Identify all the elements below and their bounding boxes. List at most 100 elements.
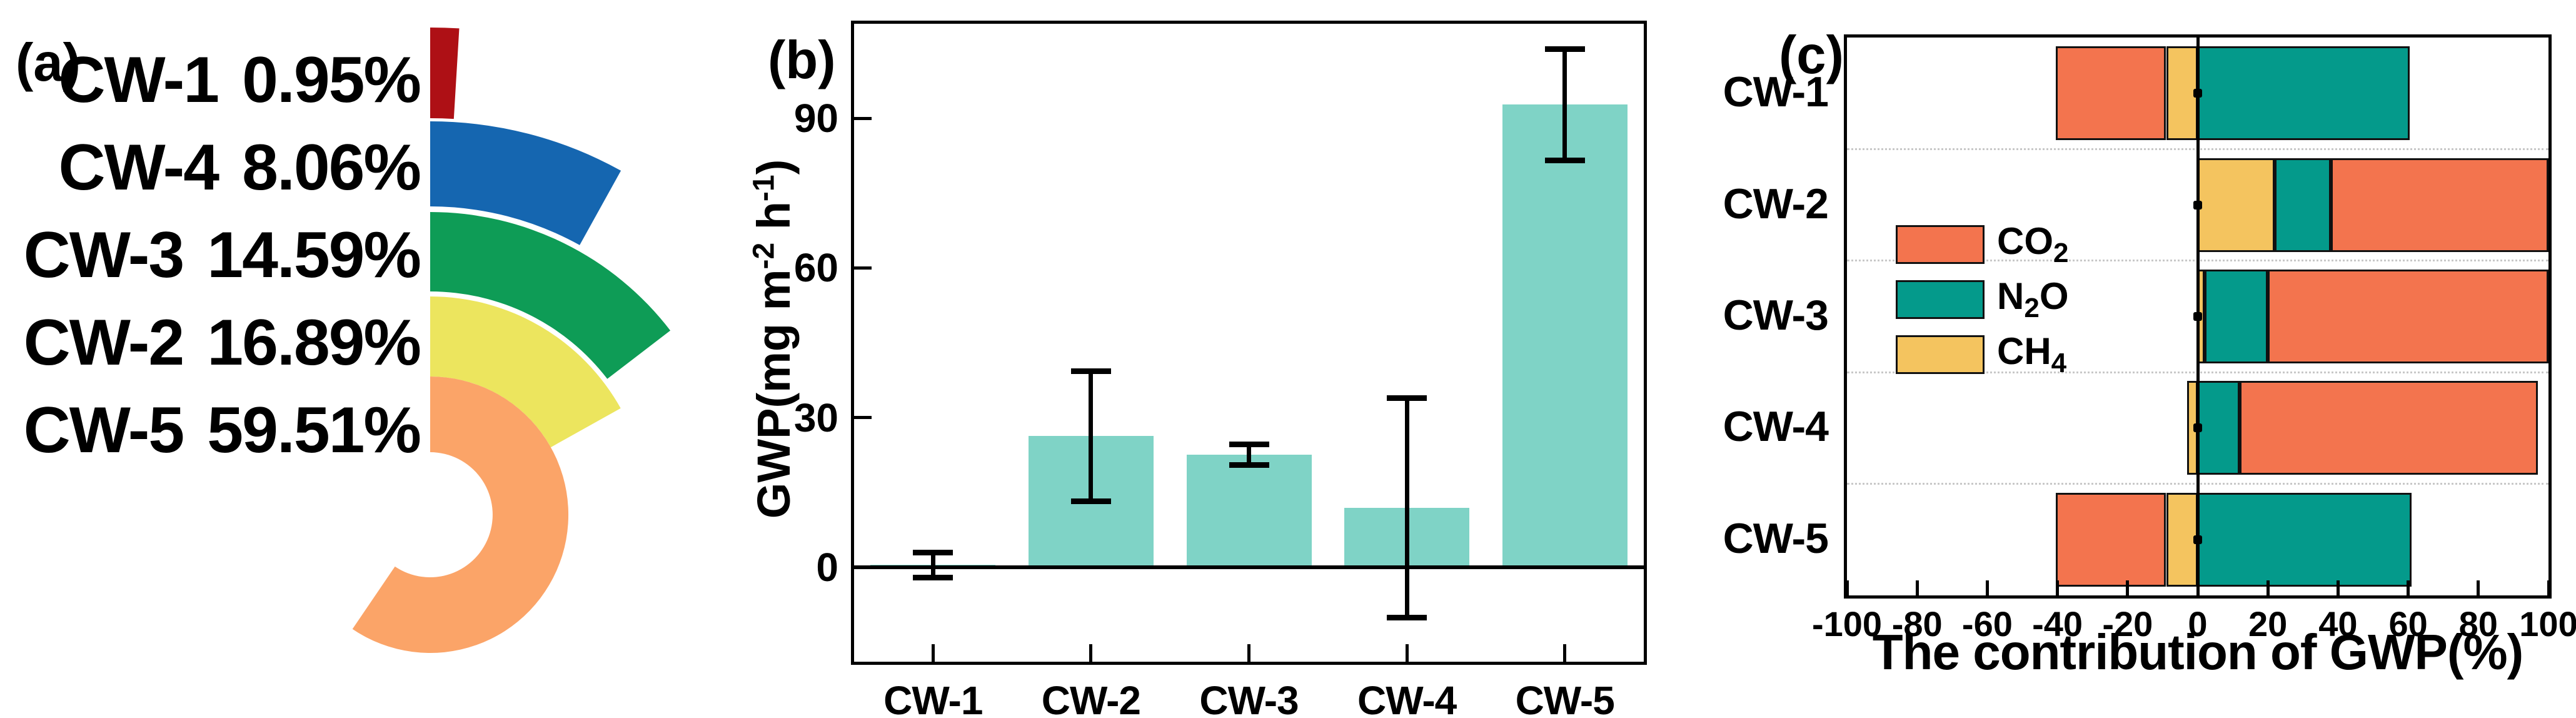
- ring-label-line: CW-4 8.06%: [0, 124, 421, 211]
- segment-CW-5-N2O: [2198, 492, 2412, 587]
- x-tick-label--20: -20: [2102, 604, 2153, 644]
- x-tick-label--60: -60: [1961, 604, 2013, 644]
- error-bar-line-CW-1: [930, 552, 935, 577]
- panel-c-plot-area: CO2 N2O CH4: [1844, 34, 2552, 599]
- x-tick-label-40: 40: [2318, 604, 2358, 644]
- x-tick-20: [2266, 580, 2270, 595]
- legend-swatch-N2O: [1896, 280, 1985, 319]
- zero-tick-dot-CW-4: [2193, 423, 2202, 433]
- ring-percent-label: 59.51%: [207, 394, 421, 467]
- ring-label-line: CW-1 0.95%: [0, 36, 421, 124]
- ring-category-label: CW-5: [23, 394, 185, 467]
- error-bar-cap-top-CW-1: [913, 549, 953, 555]
- x-tick--80: [1915, 580, 1919, 595]
- error-bar-cap-bottom-CW-4: [1387, 615, 1427, 621]
- legend-label-N2O: N2O: [1997, 276, 2069, 322]
- ring-arc-CW-5: [352, 377, 569, 653]
- segment-CW-2-CH4: [2198, 158, 2275, 252]
- segment-CW-1-CO2: [2055, 46, 2166, 141]
- error-bar-cap-bottom-CW-2: [1070, 498, 1111, 504]
- x-tick-label-100: 100: [2519, 604, 2576, 644]
- zero-tick-dot-CW-5: [2193, 535, 2202, 544]
- panel-a-tag: (a): [16, 33, 81, 93]
- category-label-CW-5: CW-5: [1723, 514, 1829, 562]
- x-category-label-CW-2: CW-2: [1041, 678, 1141, 718]
- text-run: CH: [1997, 330, 2051, 372]
- x-tick-100: [2547, 580, 2550, 595]
- y-tick-label-30: 30: [793, 395, 838, 440]
- ring-label-line: CW-2 16.89%: [0, 299, 421, 387]
- category-label-CW-2: CW-2: [1723, 180, 1829, 228]
- ring-arc-CW-3: [430, 212, 671, 379]
- ring-percent-label: 16.89%: [207, 306, 421, 379]
- error-bar-line-CW-3: [1247, 443, 1251, 465]
- x-tick-label--100: -100: [1811, 604, 1883, 644]
- ring-percent-label: 0.95%: [242, 44, 421, 116]
- panel-a-label-list: CW-1 0.95% CW-4 8.06% CW-3 14.59% CW-2 16.89% CW…: [0, 36, 421, 474]
- panel-b-plot-area: [851, 21, 1647, 665]
- text-run: h: [748, 201, 800, 243]
- error-bar-line-CW-4: [1404, 398, 1409, 618]
- panel-b-tag: (b): [768, 31, 836, 90]
- ring-label-line: CW-3 14.59%: [0, 211, 421, 299]
- x-tick-CW-5: [1563, 644, 1567, 662]
- segment-CW-1-N2O: [2198, 46, 2410, 141]
- error-bar-cap-bottom-CW-3: [1229, 462, 1269, 468]
- segment-CW-5-CO2: [2055, 492, 2166, 587]
- x-tick-label--40: -40: [2032, 604, 2083, 644]
- legend-swatch-CO2: [1896, 225, 1985, 264]
- y-tick-label-0: 0: [816, 544, 838, 590]
- y-tick-60: [854, 266, 872, 270]
- x-tick-CW-4: [1405, 644, 1409, 662]
- ring-arc-CW-2: [430, 296, 621, 448]
- ring-arc-CW-4: [430, 121, 621, 245]
- error-bar-cap-top-CW-5: [1544, 46, 1585, 52]
- category-label-CW-4: CW-4: [1723, 403, 1829, 451]
- subscript: 2: [2053, 238, 2069, 268]
- ring-label-line: CW-5 59.51%: [0, 387, 421, 474]
- x-category-label-CW-3: CW-3: [1199, 678, 1299, 718]
- y-tick-label-60: 60: [793, 245, 838, 291]
- segment-CW-2-CO2: [2331, 158, 2548, 252]
- panel-a-ring-chart: [352, 28, 671, 653]
- x-tick-label-60: 60: [2388, 604, 2428, 644]
- y-tick-0: [854, 565, 872, 569]
- segment-CW-4-CO2: [2240, 381, 2538, 475]
- text-run: ): [748, 159, 800, 175]
- x-tick-label--80: -80: [1891, 604, 1943, 644]
- zero-tick-dot-CW-3: [2193, 312, 2202, 321]
- subscript: 2: [2024, 293, 2040, 323]
- panel-c-x-axis-title: The contribution of GWP(%): [1872, 624, 2523, 680]
- text-run: CO: [1997, 220, 2053, 262]
- category-label-CW-3: CW-3: [1723, 291, 1829, 339]
- x-tick--40: [2056, 580, 2060, 595]
- x-tick-60: [2407, 580, 2410, 595]
- x-tick-80: [2477, 580, 2480, 595]
- x-tick--20: [2126, 580, 2130, 595]
- y-tick-90: [854, 116, 872, 120]
- superscript: -1: [747, 174, 781, 202]
- bar-CW-3: [1186, 454, 1312, 567]
- segment-CW-3-N2O: [2205, 270, 2268, 363]
- x-tick-label-80: 80: [2458, 604, 2498, 644]
- x-category-label-CW-5: CW-5: [1515, 678, 1615, 718]
- legend-swatch-CH4: [1896, 335, 1985, 374]
- x-tick-label-0: 0: [2188, 604, 2208, 644]
- category-label-CW-1: CW-1: [1723, 68, 1829, 116]
- error-bar-line-CW-5: [1562, 48, 1567, 161]
- text-run: GWP(mg m: [748, 269, 800, 519]
- ring-percent-label: 8.06%: [242, 131, 421, 204]
- y-tick-label-90: 90: [793, 96, 838, 141]
- error-bar-line-CW-2: [1089, 371, 1094, 501]
- zero-line: [854, 565, 1644, 569]
- ring-percent-label: 14.59%: [207, 219, 421, 291]
- x-tick-40: [2336, 580, 2340, 595]
- panel-c-tag: (c): [1779, 26, 1844, 85]
- x-tick-label-20: 20: [2248, 604, 2288, 644]
- x-tick-CW-2: [1089, 644, 1093, 662]
- legend-label-CO2: CO2: [1997, 220, 2068, 267]
- bar-CW-5: [1502, 104, 1628, 567]
- ring-category-label: CW-4: [58, 131, 219, 204]
- x-tick-CW-3: [1247, 644, 1250, 662]
